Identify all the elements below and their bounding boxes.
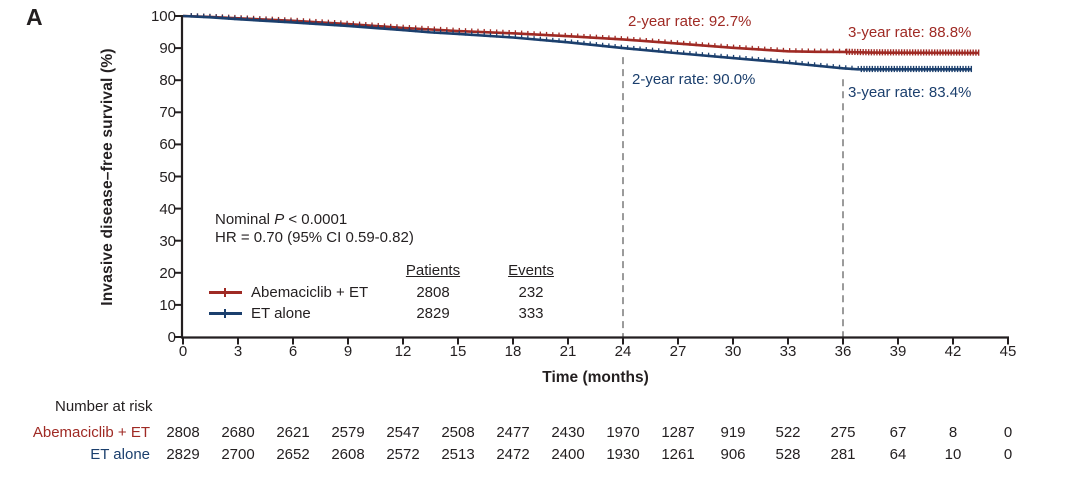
hazard-ratio-text: HR = 0.70 (95% CI 0.59-0.82) bbox=[215, 229, 414, 246]
risk-count: 2621 bbox=[276, 424, 310, 441]
legend-header-events: Events bbox=[508, 262, 554, 279]
y-tick-label: 60 bbox=[159, 136, 176, 154]
legend-patients-et-alone: 2829 bbox=[416, 305, 450, 322]
y-tick-label: 30 bbox=[159, 232, 176, 250]
legend-label-et-alone: ET alone bbox=[251, 305, 311, 322]
risk-count: 2608 bbox=[331, 446, 365, 463]
y-tick-label: 80 bbox=[159, 72, 176, 90]
risk-count: 2579 bbox=[331, 424, 365, 441]
x-tick-label: 9 bbox=[343, 343, 353, 360]
legend-events-abemaciclib: 232 bbox=[518, 284, 544, 301]
km-plot-canvas bbox=[175, 13, 1009, 345]
y-tick-label: 20 bbox=[159, 264, 176, 282]
risk-count: 2400 bbox=[551, 446, 585, 463]
p-value-rest: < 0.0001 bbox=[284, 211, 348, 228]
risk-count: 2572 bbox=[386, 446, 420, 463]
rate-annotation: 3-year rate: 83.4% bbox=[848, 84, 972, 101]
x-tick-label: 3 bbox=[233, 343, 243, 360]
rate-annotation: 2-year rate: 92.7% bbox=[628, 13, 752, 30]
x-tick-label: 24 bbox=[614, 343, 632, 360]
risk-count: 2808 bbox=[166, 424, 200, 441]
risk-count: 2477 bbox=[496, 424, 530, 441]
risk-count: 8 bbox=[948, 424, 958, 441]
survival-curve-abemaciclib-et bbox=[182, 14, 979, 55]
y-tick-label: 50 bbox=[159, 168, 176, 186]
risk-count: 2430 bbox=[551, 424, 585, 441]
survival-curve-et-alone bbox=[182, 14, 972, 71]
risk-count: 2547 bbox=[386, 424, 420, 441]
p-value-text: Nominal P < 0.0001 bbox=[215, 211, 347, 228]
legend-patients-abemaciclib: 2808 bbox=[416, 284, 450, 301]
rate-annotation: 3-year rate: 88.8% bbox=[848, 24, 972, 41]
risk-count: 528 bbox=[775, 446, 801, 463]
x-tick-label: 36 bbox=[834, 343, 852, 360]
y-tick-label: 40 bbox=[159, 200, 176, 218]
risk-row-label-et-alone: ET alone bbox=[90, 446, 150, 463]
x-tick-label: 6 bbox=[288, 343, 298, 360]
risk-count: 281 bbox=[830, 446, 856, 463]
x-axis-title: Time (months) bbox=[542, 369, 649, 386]
risk-count: 1970 bbox=[606, 424, 640, 441]
risk-count: 2700 bbox=[221, 446, 255, 463]
risk-count: 906 bbox=[720, 446, 746, 463]
p-value-prefix: Nominal bbox=[215, 211, 275, 228]
risk-count: 522 bbox=[775, 424, 801, 441]
x-tick-label: 39 bbox=[889, 343, 907, 360]
risk-count: 67 bbox=[889, 424, 907, 441]
risk-row-label-abemaciclib: Abemaciclib + ET bbox=[32, 424, 150, 441]
x-tick-label: 18 bbox=[504, 343, 522, 360]
x-tick-label: 15 bbox=[449, 343, 467, 360]
risk-count: 2829 bbox=[166, 446, 200, 463]
y-tick-label: 90 bbox=[159, 40, 176, 58]
risk-count: 2472 bbox=[496, 446, 530, 463]
risk-count: 2508 bbox=[441, 424, 475, 441]
risk-count: 275 bbox=[830, 424, 856, 441]
risk-count: 10 bbox=[944, 446, 962, 463]
y-tick-label: 0 bbox=[167, 329, 176, 346]
y-tick-label: 70 bbox=[159, 104, 176, 122]
y-tick-label: 100 bbox=[150, 8, 176, 25]
x-tick-label: 33 bbox=[779, 343, 797, 360]
x-tick-label: 30 bbox=[724, 343, 742, 360]
y-tick-label: 10 bbox=[159, 296, 176, 314]
risk-count: 2680 bbox=[221, 424, 255, 441]
legend-label-abemaciclib: Abemaciclib + ET bbox=[251, 284, 369, 301]
rate-annotation: 2-year rate: 90.0% bbox=[632, 71, 756, 88]
risk-count: 919 bbox=[720, 424, 746, 441]
legend-censor-tick-et-alone bbox=[224, 309, 226, 318]
risk-count: 0 bbox=[1003, 446, 1013, 463]
x-tick-label: 12 bbox=[394, 343, 412, 360]
risk-count: 64 bbox=[889, 446, 907, 463]
x-tick-label: 27 bbox=[669, 343, 687, 360]
x-tick-label: 21 bbox=[559, 343, 577, 360]
risk-count: 1287 bbox=[661, 424, 695, 441]
x-tick-label: 42 bbox=[944, 343, 962, 360]
legend-censor-tick-abemaciclib bbox=[224, 288, 226, 297]
legend-events-et-alone: 333 bbox=[518, 305, 544, 322]
risk-count: 2513 bbox=[441, 446, 475, 463]
risk-table-title: Number at risk bbox=[55, 398, 153, 415]
risk-count: 1261 bbox=[661, 446, 695, 463]
p-symbol: P bbox=[274, 211, 285, 228]
legend-header-patients: Patients bbox=[405, 262, 461, 279]
risk-count: 0 bbox=[1003, 424, 1013, 441]
panel-label: A bbox=[26, 4, 43, 30]
x-tick-label: 0 bbox=[178, 343, 188, 360]
risk-count: 2652 bbox=[276, 446, 310, 463]
x-tick-label: 45 bbox=[999, 343, 1017, 360]
risk-count: 1930 bbox=[606, 446, 640, 463]
